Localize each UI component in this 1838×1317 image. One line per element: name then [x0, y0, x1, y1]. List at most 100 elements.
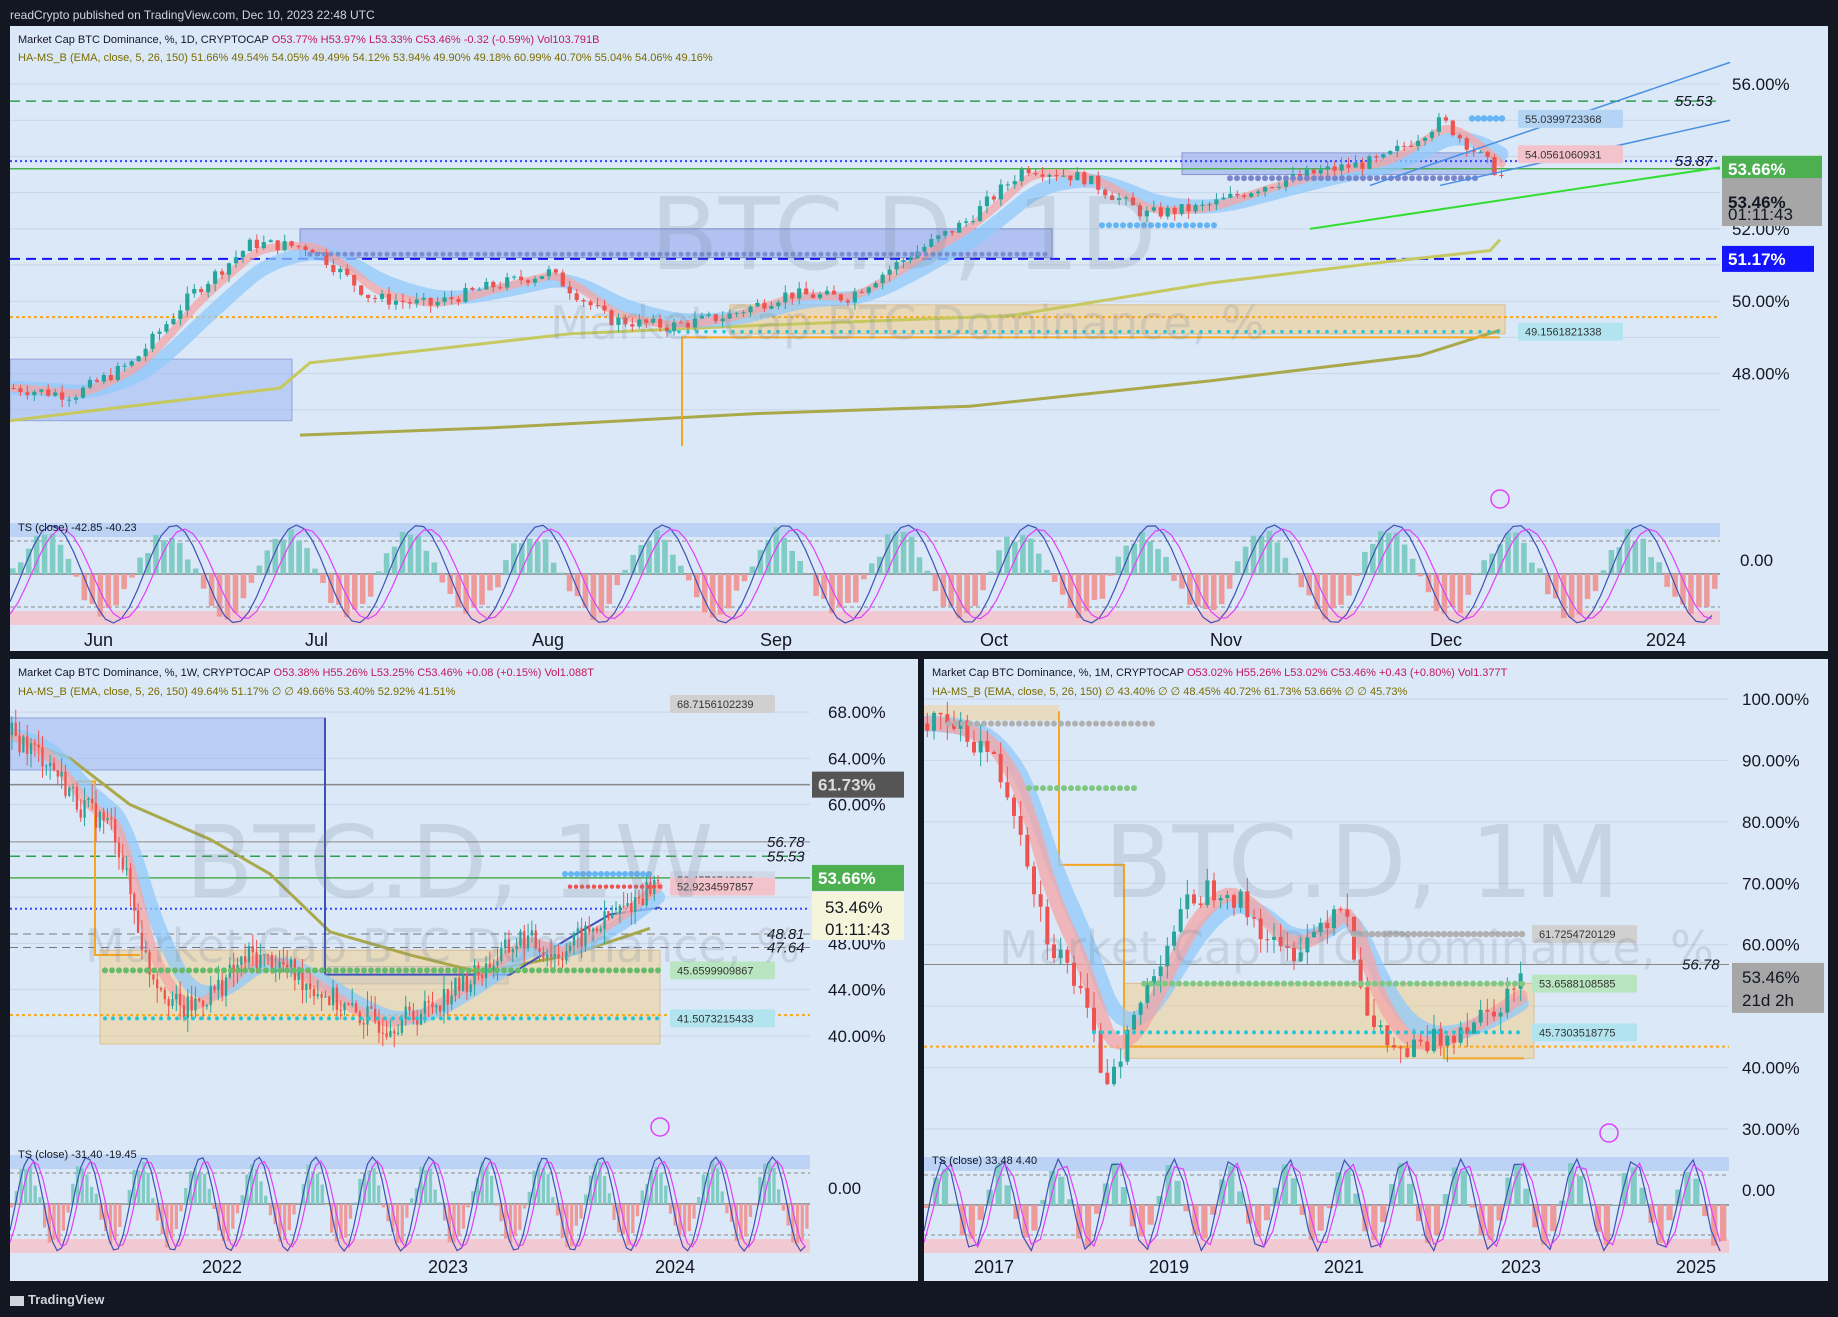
- daily-dots-blue-row: [636, 251, 642, 257]
- daily-candle-body: [345, 268, 350, 275]
- monthly-dots-cyan-row: [1380, 1030, 1384, 1035]
- monthly-dots-cyan-row: [1268, 1030, 1272, 1035]
- weekly-candle-body: [71, 787, 75, 789]
- weekly-dots-red-row: [585, 884, 591, 889]
- daily-ts-histogram-bar: [566, 574, 573, 592]
- monthly-dots-gray-row: [1506, 930, 1514, 938]
- daily-ts-histogram-bar: [1266, 530, 1273, 574]
- daily-y-tick: 50.00%: [1732, 292, 1790, 311]
- daily-dots-blue-row: [706, 251, 712, 257]
- daily-ts-histogram-bar: [184, 559, 191, 574]
- monthly-dots-green-row: [1204, 980, 1210, 987]
- monthly-chart-panel[interactable]: 61.7254720129 53.6588108585 45.7303518775 5…: [924, 659, 1828, 1281]
- daily-ts-histogram-bar: [1346, 574, 1352, 596]
- weekly-dots-green-row: [452, 967, 458, 974]
- weekly-ts-histogram-bar: [522, 1204, 527, 1209]
- weekly-dots-green-row: [571, 967, 577, 974]
- weekly-label-52.92-bg: [670, 877, 775, 896]
- monthly-dots-green-top: [1117, 785, 1123, 792]
- daily-dots-blue-row: [650, 251, 656, 257]
- weekly-dots-cyan-row: [655, 1016, 659, 1021]
- weekly-ts-histogram-bar: [264, 1195, 268, 1204]
- monthly-ts-histogram-bar: [1496, 1205, 1503, 1221]
- daily-candle-body: [1110, 195, 1115, 200]
- daily-candle-body: [1186, 204, 1191, 212]
- monthly-dots-green-row: [1239, 980, 1245, 987]
- daily-label-49.16-bg: [1518, 322, 1623, 341]
- daily-dots-blue-row: [587, 251, 593, 257]
- monthly-dots-cyan-row: [1508, 1030, 1512, 1035]
- daily-lightning-icon: [1490, 489, 1510, 509]
- weekly-candle-body: [347, 1003, 350, 1005]
- daily-dots-cyan-row: [794, 329, 798, 334]
- daily-candle-body: [943, 230, 948, 236]
- daily-dots-cyan-row: [821, 329, 825, 334]
- daily-ts-histogram-bar: [1115, 556, 1122, 574]
- daily-dots-blue-row: [713, 251, 719, 257]
- daily-ts-histogram-bar: [1306, 574, 1312, 596]
- daily-dots-blue-row: [314, 251, 320, 257]
- daily-candle-body: [150, 333, 155, 349]
- daily-candle-body: [317, 252, 322, 254]
- daily-candle-body: [748, 306, 753, 313]
- monthly-dots-cyan-row: [1292, 1030, 1296, 1035]
- daily-dots-blue-row: [930, 251, 936, 257]
- daily-candle-body: [303, 246, 308, 251]
- weekly-dots-green-row: [424, 967, 430, 974]
- weekly-y-tick: 40.00%: [828, 1027, 886, 1046]
- daily-candle-body: [1130, 197, 1136, 206]
- daily-candle-body: [1116, 198, 1122, 200]
- monthly-dots-cyan-row: [1484, 1030, 1488, 1035]
- monthly-ts-histogram-bar: [1067, 1199, 1074, 1205]
- weekly-chart-panel[interactable]: 68.715610223953.457674202352.92345978574…: [10, 659, 918, 1281]
- weekly-ts-histogram-bar: [551, 1197, 555, 1204]
- daily-candle-body: [1485, 151, 1490, 158]
- daily-candle-body: [324, 252, 329, 265]
- daily-tag-53.66-bg: [1722, 155, 1822, 182]
- weekly-ts-histogram-bar: [52, 1204, 56, 1240]
- daily-dots-cyan-row: [902, 329, 906, 334]
- weekly-dots-red-row: [651, 884, 657, 889]
- daily-candle-body: [512, 276, 517, 278]
- weekly-candle-body: [175, 993, 178, 1000]
- daily-chart-panel[interactable]: 55.0399723368 54.0561060931 49.1561821338 5…: [10, 26, 1828, 651]
- monthly-ts-histogram-bar: [1639, 1187, 1646, 1205]
- tradingview-brand[interactable]: TradingView: [10, 1292, 104, 1307]
- monthly-dots-green-row: [1253, 980, 1259, 987]
- daily-candle-body: [665, 327, 670, 332]
- daily-dots-blue-row: [538, 251, 544, 257]
- weekly-candle-body: [186, 996, 189, 1018]
- daily-ts-histogram-bar: [988, 571, 994, 574]
- weekly-candle-body: [240, 956, 243, 965]
- weekly-dots-cyan-row: [527, 1016, 531, 1021]
- monthly-candle-body: [1072, 962, 1076, 986]
- daily-ts-histogram-bar: [1354, 574, 1360, 577]
- daily-candle-body: [143, 348, 148, 357]
- daily-candle-body: [115, 365, 120, 380]
- daily-ts-histogram-bar: [41, 534, 48, 574]
- daily-candle-body: [1325, 166, 1330, 170]
- weekly-candle-body: [221, 979, 224, 996]
- daily-ts-histogram-bar: [932, 574, 939, 592]
- weekly-candle-body: [526, 935, 530, 949]
- weekly-candle-body: [18, 735, 21, 753]
- daily-dots-blue-row: [580, 251, 586, 257]
- daily-dots-blue-row: [468, 251, 474, 257]
- weekly-dots-green-row: [410, 967, 416, 974]
- weekly-dots-cyan-row: [103, 1016, 107, 1021]
- monthly-ts-histogram-bar: [1317, 1205, 1324, 1231]
- weekly-ts-histogram-bar: [593, 1163, 597, 1204]
- weekly-candle-body: [561, 958, 564, 961]
- monthly-ts-histogram-bar: [1219, 1179, 1226, 1205]
- daily-dots-blue-row: [839, 251, 845, 257]
- weekly-dots-cyan-row: [351, 1016, 355, 1021]
- daily-ts-line-blue: [10, 524, 1713, 624]
- weekly-dots-green-row: [557, 967, 563, 974]
- daily-candle-body: [1388, 151, 1393, 155]
- weekly-ts-histogram-bar: [306, 1164, 310, 1204]
- monthly-dots-cyan-row: [1396, 1030, 1400, 1035]
- weekly-candle-body: [607, 911, 610, 919]
- daily-candle-body: [1464, 138, 1469, 150]
- daily-dots-blue-row: [720, 251, 726, 257]
- daily-candle-body: [831, 290, 837, 295]
